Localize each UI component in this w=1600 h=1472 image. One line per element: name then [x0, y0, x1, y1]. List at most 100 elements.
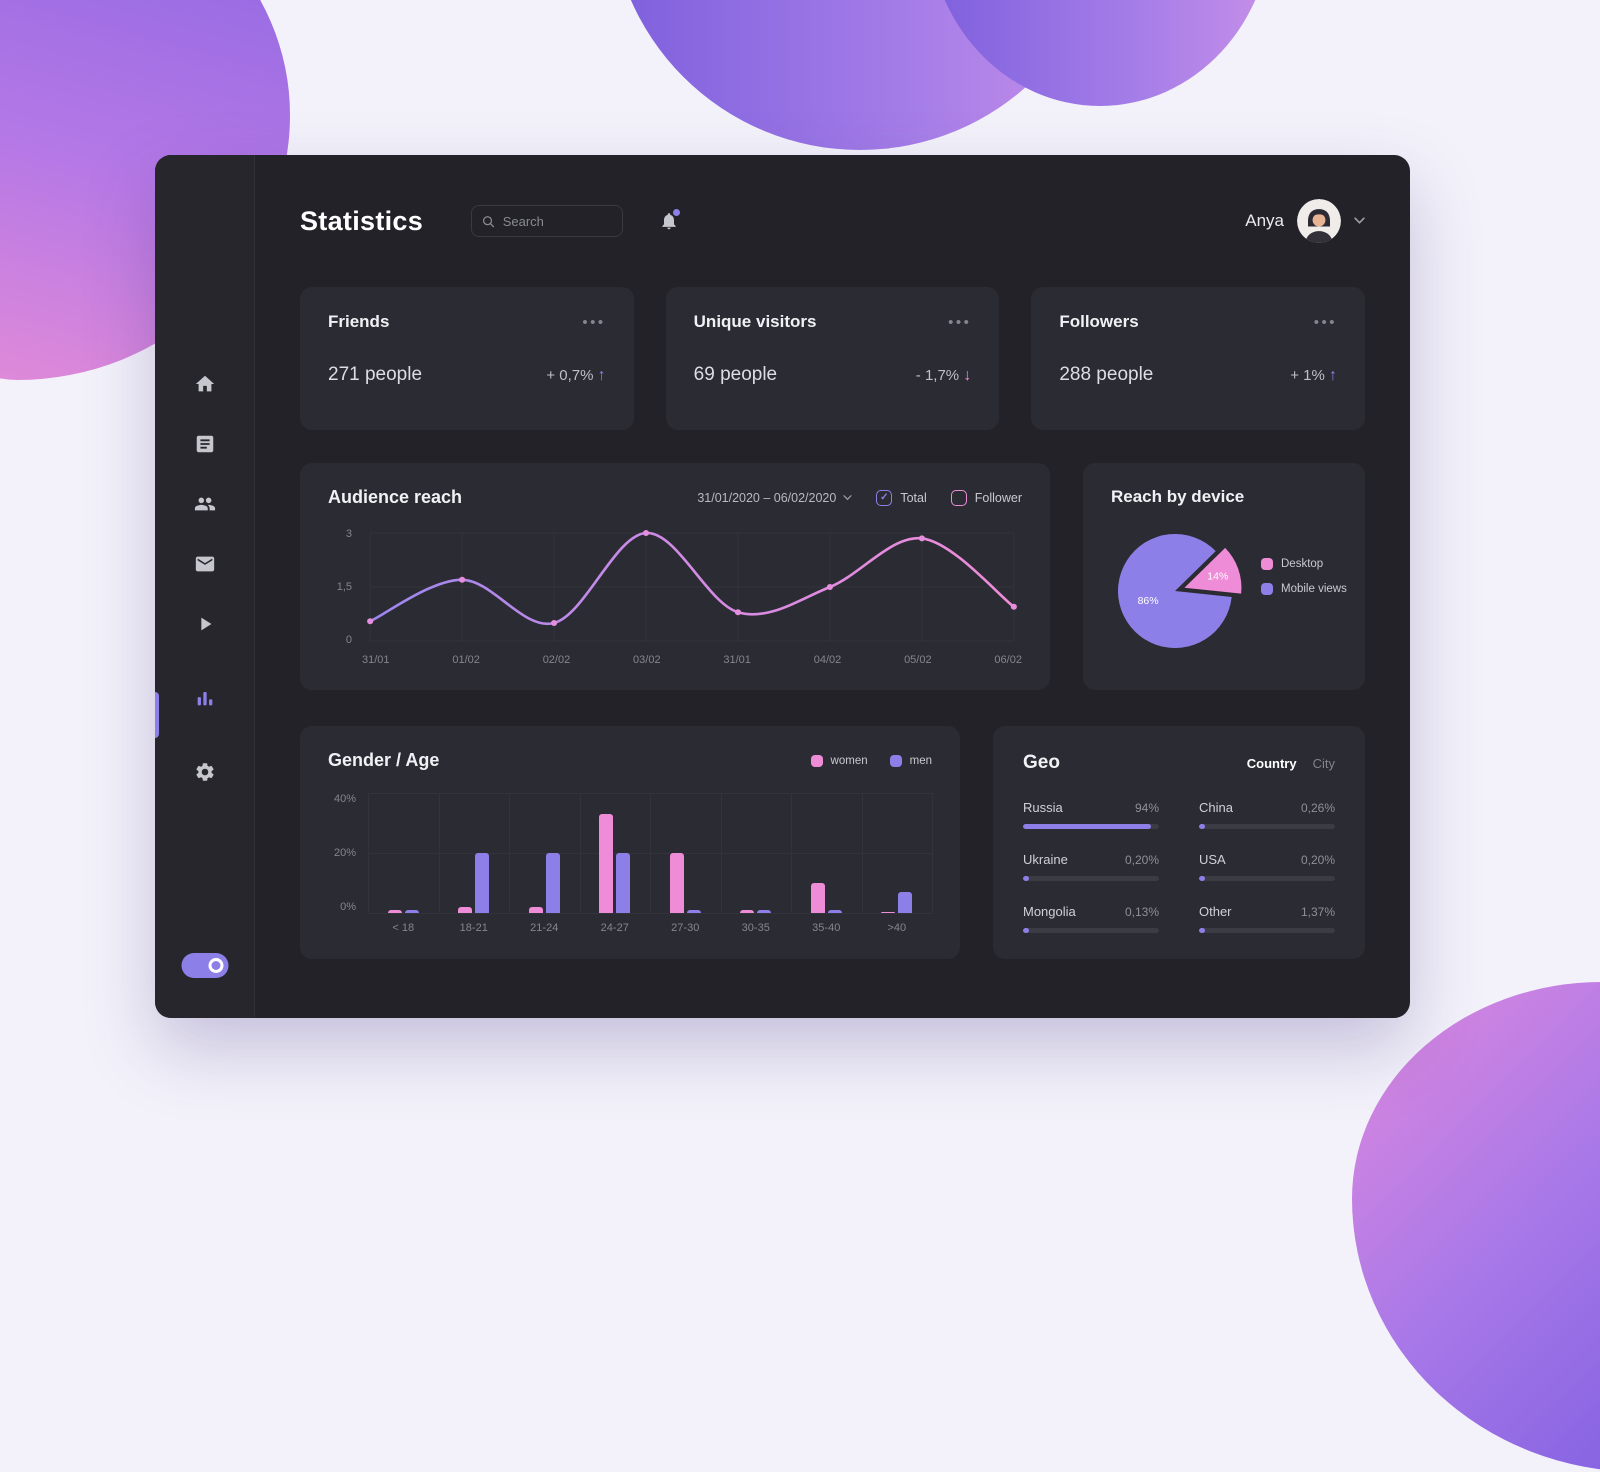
- gender-age-panel: Gender / Age women men 40%: [300, 726, 960, 959]
- news-feed-icon: [196, 435, 213, 453]
- geo-row: Mongolia 0,13%: [1023, 904, 1159, 933]
- stat-delta: + 1% ↑: [1290, 367, 1337, 384]
- men-bar: [898, 892, 913, 913]
- stat-value: 288 people: [1059, 364, 1154, 385]
- charts-row: Audience reach 31/01/2020 – 06/02/2020 T…: [300, 463, 1365, 690]
- legend-total-checkbox[interactable]: Total: [876, 489, 927, 506]
- progress-track: [1023, 824, 1159, 829]
- women-bar: [810, 883, 825, 913]
- stat-card-followers: Followers 288 people + 1% ↑: [1031, 287, 1365, 430]
- user-name: Anya: [1245, 211, 1284, 230]
- x-tick-label: >40: [887, 922, 907, 934]
- panel-title: Audience reach: [328, 487, 463, 507]
- tab-country[interactable]: Country: [1246, 755, 1297, 771]
- geo-panel: Geo Country City Russia 94% Ukraine 0,20% Mo…: [993, 726, 1365, 959]
- country-percent: 94%: [1134, 801, 1159, 815]
- bar-group: [368, 793, 439, 913]
- x-tick-label: 03/02: [633, 654, 661, 666]
- progress-fill: [1199, 928, 1206, 933]
- x-tick-label: 24-27: [600, 922, 629, 934]
- search-input[interactable]: [502, 213, 613, 229]
- stat-card-unique-visitors: Unique visitors 69 people - 1,7% ↓: [665, 287, 1000, 430]
- more-options-icon[interactable]: [948, 314, 971, 331]
- legend-item-women: women: [810, 754, 868, 767]
- x-tick-label: 31/01: [723, 654, 751, 666]
- stat-card-title: Unique visitors: [693, 312, 817, 331]
- theme-toggle[interactable]: [181, 953, 228, 978]
- bar-group: [580, 793, 651, 913]
- messages-icon: [195, 556, 214, 572]
- panel-title: Geo: [1023, 752, 1060, 773]
- sidebar-item-media[interactable]: [194, 613, 216, 635]
- legend-label: Follower: [974, 490, 1022, 505]
- women-bar: [740, 910, 755, 913]
- women-bar: [669, 853, 684, 913]
- x-tick-label: 31/01: [362, 654, 390, 666]
- date-range-select[interactable]: 31/01/2020 – 06/02/2020: [697, 491, 852, 505]
- geo-row: Other 1,37%: [1199, 904, 1335, 933]
- men-bar: [616, 853, 631, 913]
- search-box[interactable]: [471, 205, 624, 237]
- country-name: Ukraine: [1023, 852, 1068, 867]
- sidebar-item-friends[interactable]: [194, 493, 216, 515]
- tab-city[interactable]: City: [1312, 755, 1335, 771]
- trend-arrow-icon: ↑: [597, 367, 606, 384]
- device-pie-chart: 14% 86%: [1118, 534, 1242, 648]
- sidebar-item-messages[interactable]: [194, 553, 216, 575]
- y-axis-labels: 3 1,5 0: [336, 528, 352, 646]
- x-tick-label: 02/02: [542, 654, 571, 666]
- line-chart-area: 3 1,5 0 31/01 01/02 02/02 03/02 31/01 04/02 05…: [328, 528, 1022, 666]
- sidebar-item-statistics[interactable]: [194, 687, 216, 709]
- notifications-button[interactable]: [659, 209, 681, 231]
- bottom-row: Gender / Age women men 40%: [300, 726, 1365, 959]
- progress-track: [1199, 824, 1335, 829]
- country-name: Mongolia: [1023, 904, 1076, 919]
- toggle-knob: [208, 958, 223, 973]
- sidebar-item-home[interactable]: [194, 373, 216, 395]
- progress-track: [1023, 876, 1159, 881]
- sidebar-item-news-feed[interactable]: [194, 433, 216, 455]
- x-tick-label: 30-35: [741, 922, 770, 934]
- stat-card-friends: Friends 271 people + 0,7% ↑: [300, 287, 634, 430]
- chevron-down-icon: [843, 494, 852, 500]
- checkbox-checked-icon: [876, 489, 893, 506]
- bar-group: [439, 793, 510, 913]
- decorative-blob-top-center: [630, 0, 1256, 150]
- gender-age-bar-chart: [368, 793, 933, 914]
- sidebar-item-settings[interactable]: [194, 761, 216, 783]
- x-tick-label: 06/02: [994, 654, 1022, 666]
- trend-arrow-icon: ↓: [963, 367, 972, 384]
- country-name: China: [1199, 800, 1233, 815]
- x-axis-labels: 31/01 01/02 02/02 03/02 31/01 04/02 05/02 06/02: [362, 646, 1022, 666]
- legend-follower-checkbox[interactable]: Follower: [950, 489, 1022, 506]
- x-axis-labels: < 18 18-21 21-24 24-27 27-30 30-35 35-40 >40: [368, 913, 932, 934]
- bar-group: [509, 793, 580, 913]
- play-icon: [200, 617, 211, 631]
- legend-label: Total: [900, 490, 927, 505]
- trend-arrow-icon: ↑: [1328, 367, 1337, 384]
- x-tick-label: 21-24: [530, 922, 559, 934]
- svg-text:86%: 86%: [1138, 595, 1159, 607]
- panel-title: Reach by device: [1111, 487, 1245, 506]
- user-menu[interactable]: Anya: [1245, 199, 1365, 243]
- women-bar: [881, 911, 896, 913]
- stat-card-title: Friends: [328, 312, 390, 331]
- decorative-blob-bottom-right: [1352, 982, 1600, 1472]
- geo-tabs: Country City: [1247, 756, 1335, 771]
- chevron-down-icon: [1354, 217, 1365, 224]
- friends-icon: [194, 497, 215, 511]
- progress-track: [1023, 928, 1159, 933]
- country-percent: 0,26%: [1300, 801, 1335, 815]
- stat-value: 69 people: [693, 364, 778, 385]
- bar-group: [721, 793, 792, 913]
- gear-icon: [195, 763, 214, 781]
- home-icon: [195, 375, 214, 392]
- country-name: Other: [1199, 904, 1232, 919]
- more-options-icon[interactable]: [582, 314, 605, 331]
- women-bar: [528, 907, 543, 913]
- progress-fill: [1023, 824, 1151, 829]
- more-options-icon[interactable]: [1314, 314, 1337, 331]
- stat-delta: + 0,7% ↑: [546, 367, 606, 384]
- x-tick-label: 01/02: [452, 654, 480, 666]
- legend-item-mobile: Mobile views: [1261, 582, 1347, 595]
